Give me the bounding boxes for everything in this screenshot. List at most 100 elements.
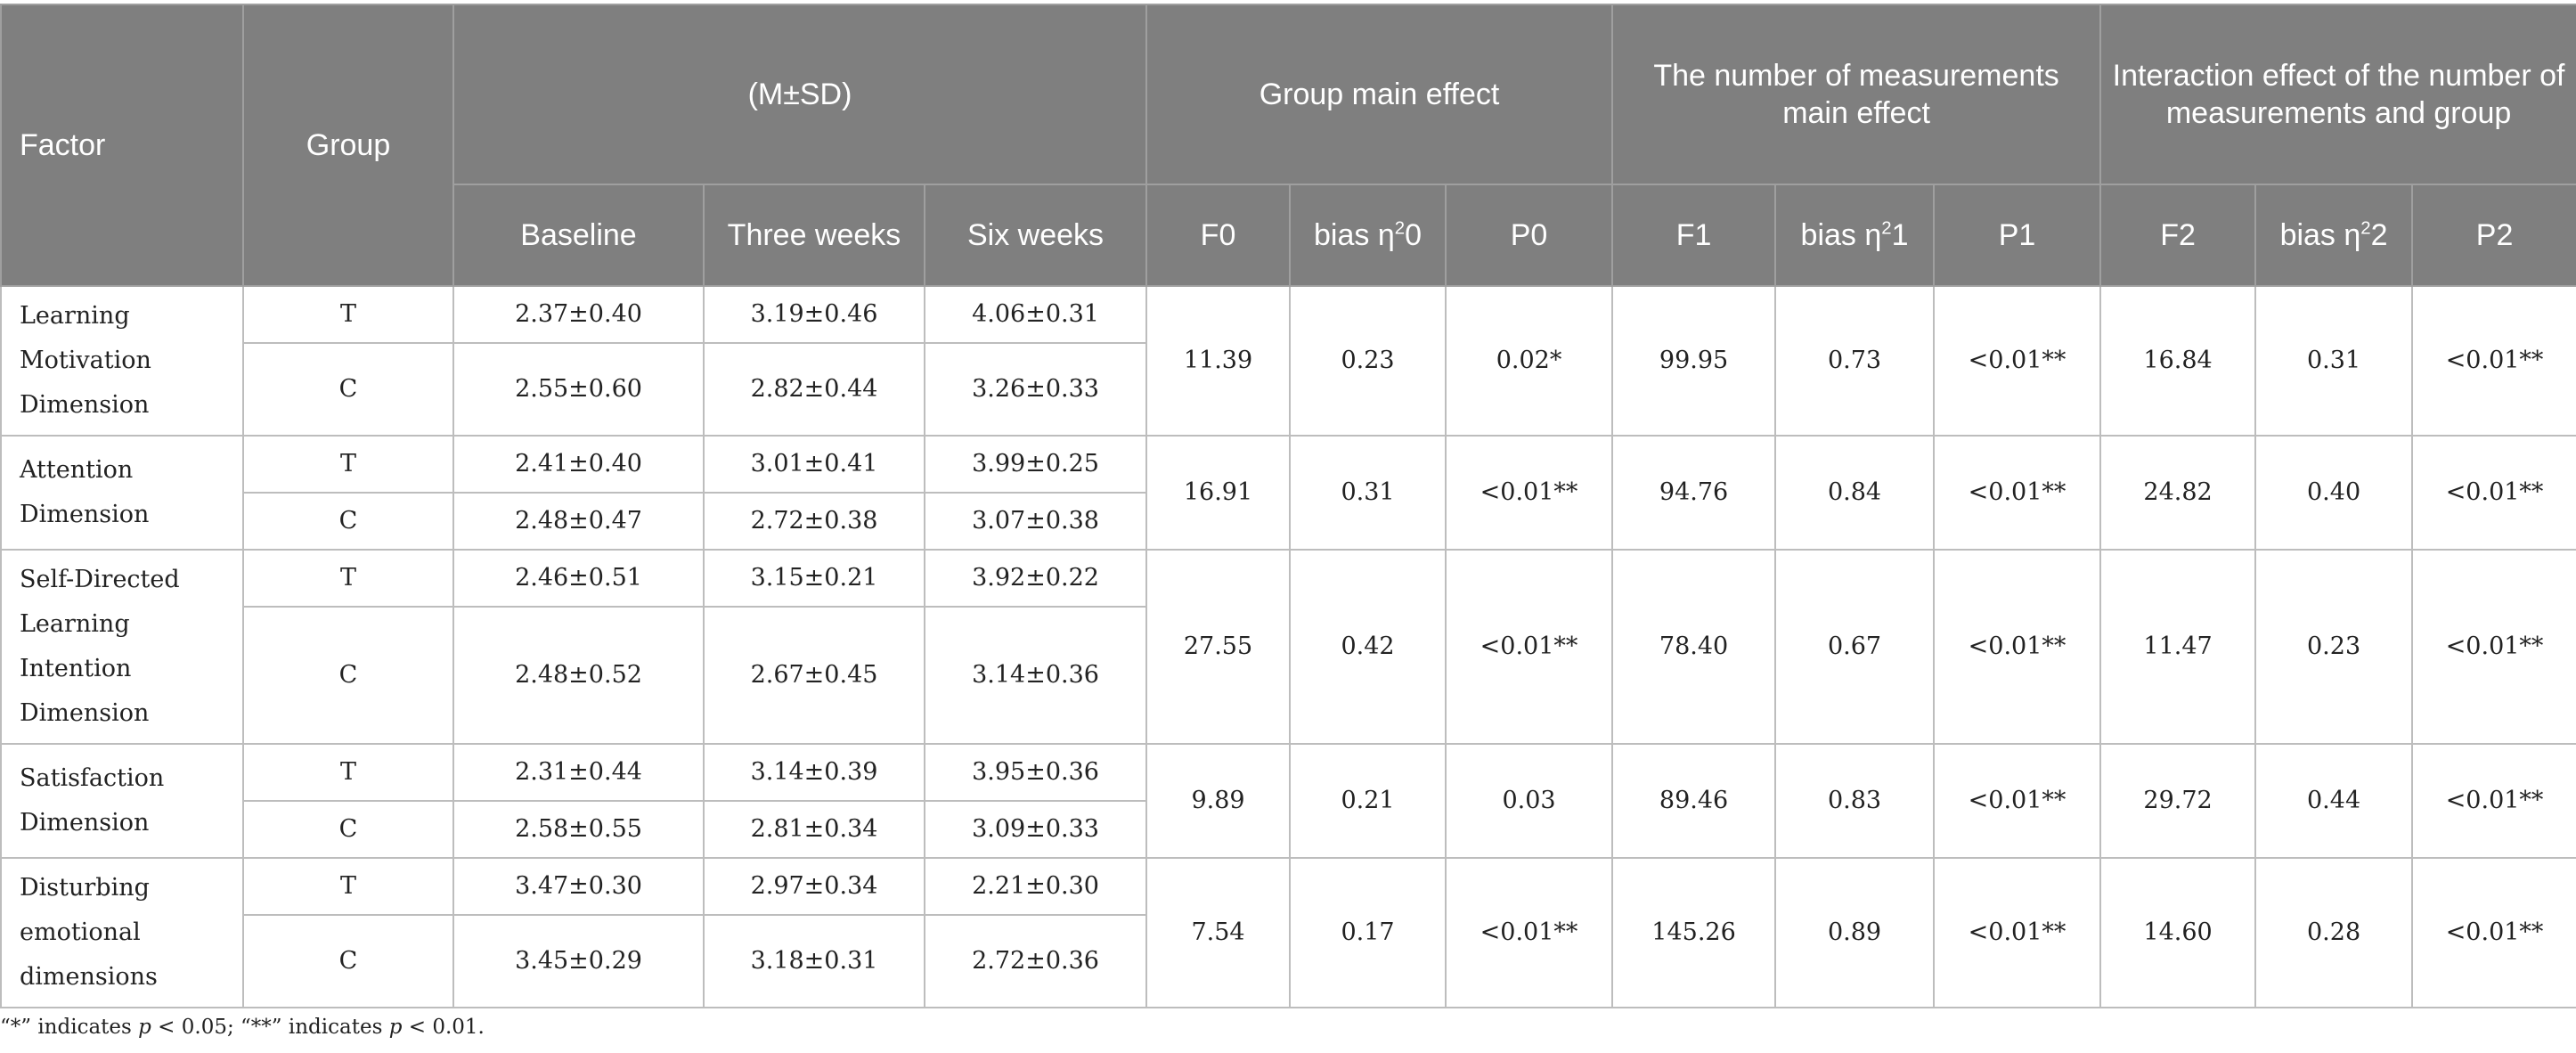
header-eta1: bias η21 bbox=[1774, 184, 1936, 287]
table-row: Disturbing emotional dimensions T 3.47±0… bbox=[0, 857, 2576, 1008]
three-weeks-cell: 2.67±0.45 bbox=[703, 606, 925, 745]
table-row: Attention Dimension T 2.41±0.40 3.01±0.4… bbox=[0, 435, 2576, 551]
footnote-part2: < 0.05; “**” indicates bbox=[151, 1016, 389, 1039]
six-weeks-cell: 4.06±0.31 bbox=[923, 285, 1148, 344]
three-weeks-cell: 3.01±0.41 bbox=[703, 435, 925, 494]
baseline-cell: 2.31±0.44 bbox=[452, 743, 705, 802]
factor-name: Attention Dimension bbox=[0, 435, 244, 551]
three-weeks-cell: 2.81±0.34 bbox=[703, 800, 925, 859]
header-measurements-main-effect: The number of measurements main effect bbox=[1611, 4, 2102, 185]
p1-cell: <0.01** bbox=[1933, 285, 2102, 437]
header-eta1-prefix: bias η bbox=[1800, 218, 1882, 252]
f0-cell: 11.39 bbox=[1145, 285, 1292, 437]
f2-cell: 24.82 bbox=[2099, 435, 2257, 551]
footnote-part1: “*” indicates bbox=[0, 1016, 139, 1039]
header-eta2-suffix: 2 bbox=[2370, 218, 2388, 252]
f2-cell: 11.47 bbox=[2099, 549, 2257, 745]
baseline-cell: 2.55±0.60 bbox=[452, 342, 705, 437]
p1-cell: <0.01** bbox=[1933, 549, 2102, 745]
baseline-cell: 3.45±0.29 bbox=[452, 914, 705, 1008]
baseline-cell: 2.48±0.52 bbox=[452, 606, 705, 745]
group-cell: T bbox=[242, 549, 454, 608]
baseline-cell: 2.48±0.47 bbox=[452, 492, 705, 551]
table-row: Satisfaction Dimension T 2.31±0.44 3.14±… bbox=[0, 743, 2576, 859]
f0-cell: 9.89 bbox=[1145, 743, 1292, 859]
header-eta2-sup: 2 bbox=[2360, 218, 2371, 239]
header-f1: F1 bbox=[1611, 184, 1777, 287]
p2-cell: <0.01** bbox=[2411, 857, 2576, 1008]
table-row: C 2.48±0.47 2.72±0.38 3.07±0.38 bbox=[1, 492, 2576, 551]
factor-name: Learning Motivation Dimension bbox=[0, 285, 244, 437]
header-baseline: Baseline bbox=[452, 184, 705, 287]
p2-cell: <0.01** bbox=[2411, 743, 2576, 859]
group-cell: C bbox=[242, 342, 454, 437]
footnote-var1: p bbox=[138, 1016, 151, 1039]
p0-cell: 0.03 bbox=[1445, 743, 1614, 859]
six-weeks-cell: 3.92±0.22 bbox=[923, 549, 1148, 608]
p2-cell: <0.01** bbox=[2411, 435, 2576, 551]
header-group-main-effect: Group main effect bbox=[1145, 4, 1614, 185]
baseline-cell: 2.46±0.51 bbox=[452, 549, 705, 608]
baseline-cell: 2.58±0.55 bbox=[452, 800, 705, 859]
header-interaction-effect: Interaction effect of the number of meas… bbox=[2099, 4, 2576, 185]
f1-cell: 94.76 bbox=[1611, 435, 1777, 551]
eta0-cell: 0.31 bbox=[1289, 435, 1447, 551]
p0-cell: 0.02* bbox=[1445, 285, 1614, 437]
group-cell: T bbox=[242, 857, 454, 916]
six-weeks-cell: 2.72±0.36 bbox=[923, 914, 1148, 1008]
eta2-cell: 0.31 bbox=[2254, 285, 2414, 437]
header-row-top: Factor Group (M±SD) Group main effect Th… bbox=[0, 4, 2576, 287]
header-row-sub: Baseline Three weeks Six weeks F0 bias η… bbox=[1, 184, 2576, 287]
group-cell: C bbox=[242, 606, 454, 745]
baseline-cell: 2.37±0.40 bbox=[452, 285, 705, 344]
baseline-cell: 2.41±0.40 bbox=[452, 435, 705, 494]
p0-cell: <0.01** bbox=[1445, 549, 1614, 745]
header-eta2-prefix: bias η bbox=[2279, 218, 2361, 252]
table-row: C 2.55±0.60 2.82±0.44 3.26±0.33 bbox=[1, 342, 2576, 437]
three-weeks-cell: 3.18±0.31 bbox=[703, 914, 925, 1008]
f1-cell: 78.40 bbox=[1611, 549, 1777, 745]
six-weeks-cell: 3.14±0.36 bbox=[923, 606, 1148, 745]
header-p2: P2 bbox=[2411, 184, 2576, 287]
f0-cell: 27.55 bbox=[1145, 549, 1292, 745]
table-row: C 3.45±0.29 3.18±0.31 2.72±0.36 bbox=[1, 914, 2576, 1008]
eta2-cell: 0.40 bbox=[2254, 435, 2414, 551]
factor-name: Self-Directed Learning Intention Dimensi… bbox=[0, 549, 244, 745]
p1-cell: <0.01** bbox=[1933, 857, 2102, 1008]
three-weeks-cell: 2.97±0.34 bbox=[703, 857, 925, 916]
six-weeks-cell: 2.21±0.30 bbox=[923, 857, 1148, 916]
header-eta1-suffix: 1 bbox=[1891, 218, 1909, 252]
header-eta0-sup: 2 bbox=[1394, 218, 1406, 239]
f2-cell: 16.84 bbox=[2099, 285, 2257, 437]
header-p1: P1 bbox=[1933, 184, 2102, 287]
three-weeks-cell: 2.72±0.38 bbox=[703, 492, 925, 551]
eta0-cell: 0.42 bbox=[1289, 549, 1447, 745]
header-factor: Factor bbox=[0, 4, 244, 287]
factor-name: Satisfaction Dimension bbox=[0, 743, 244, 859]
header-f2: F2 bbox=[2099, 184, 2257, 287]
six-weeks-cell: 3.26±0.33 bbox=[923, 342, 1148, 437]
table-row: Self-Directed Learning Intention Dimensi… bbox=[0, 549, 2576, 745]
eta2-cell: 0.23 bbox=[2254, 549, 2414, 745]
f0-cell: 7.54 bbox=[1145, 857, 1292, 1008]
three-weeks-cell: 2.82±0.44 bbox=[703, 342, 925, 437]
eta0-cell: 0.21 bbox=[1289, 743, 1447, 859]
eta1-cell: 0.84 bbox=[1774, 435, 1936, 551]
p2-cell: <0.01** bbox=[2411, 549, 2576, 745]
table-footnote: “*” indicates p < 0.05; “**” indicates p… bbox=[0, 1016, 485, 1039]
p1-cell: <0.01** bbox=[1933, 743, 2102, 859]
f2-cell: 14.60 bbox=[2099, 857, 2257, 1008]
three-weeks-cell: 3.19±0.46 bbox=[703, 285, 925, 344]
eta0-cell: 0.17 bbox=[1289, 857, 1447, 1008]
p1-cell: <0.01** bbox=[1933, 435, 2102, 551]
eta1-cell: 0.73 bbox=[1774, 285, 1936, 437]
header-p0: P0 bbox=[1445, 184, 1614, 287]
f1-cell: 145.26 bbox=[1611, 857, 1777, 1008]
table-row: Learning Motivation Dimension T 2.37±0.4… bbox=[0, 285, 2576, 437]
eta0-cell: 0.23 bbox=[1289, 285, 1447, 437]
eta2-cell: 0.28 bbox=[2254, 857, 2414, 1008]
f2-cell: 29.72 bbox=[2099, 743, 2257, 859]
results-table: Factor Group (M±SD) Group main effect Th… bbox=[0, 4, 2576, 1008]
table-row: C 2.58±0.55 2.81±0.34 3.09±0.33 bbox=[1, 800, 2576, 859]
f0-cell: 16.91 bbox=[1145, 435, 1292, 551]
